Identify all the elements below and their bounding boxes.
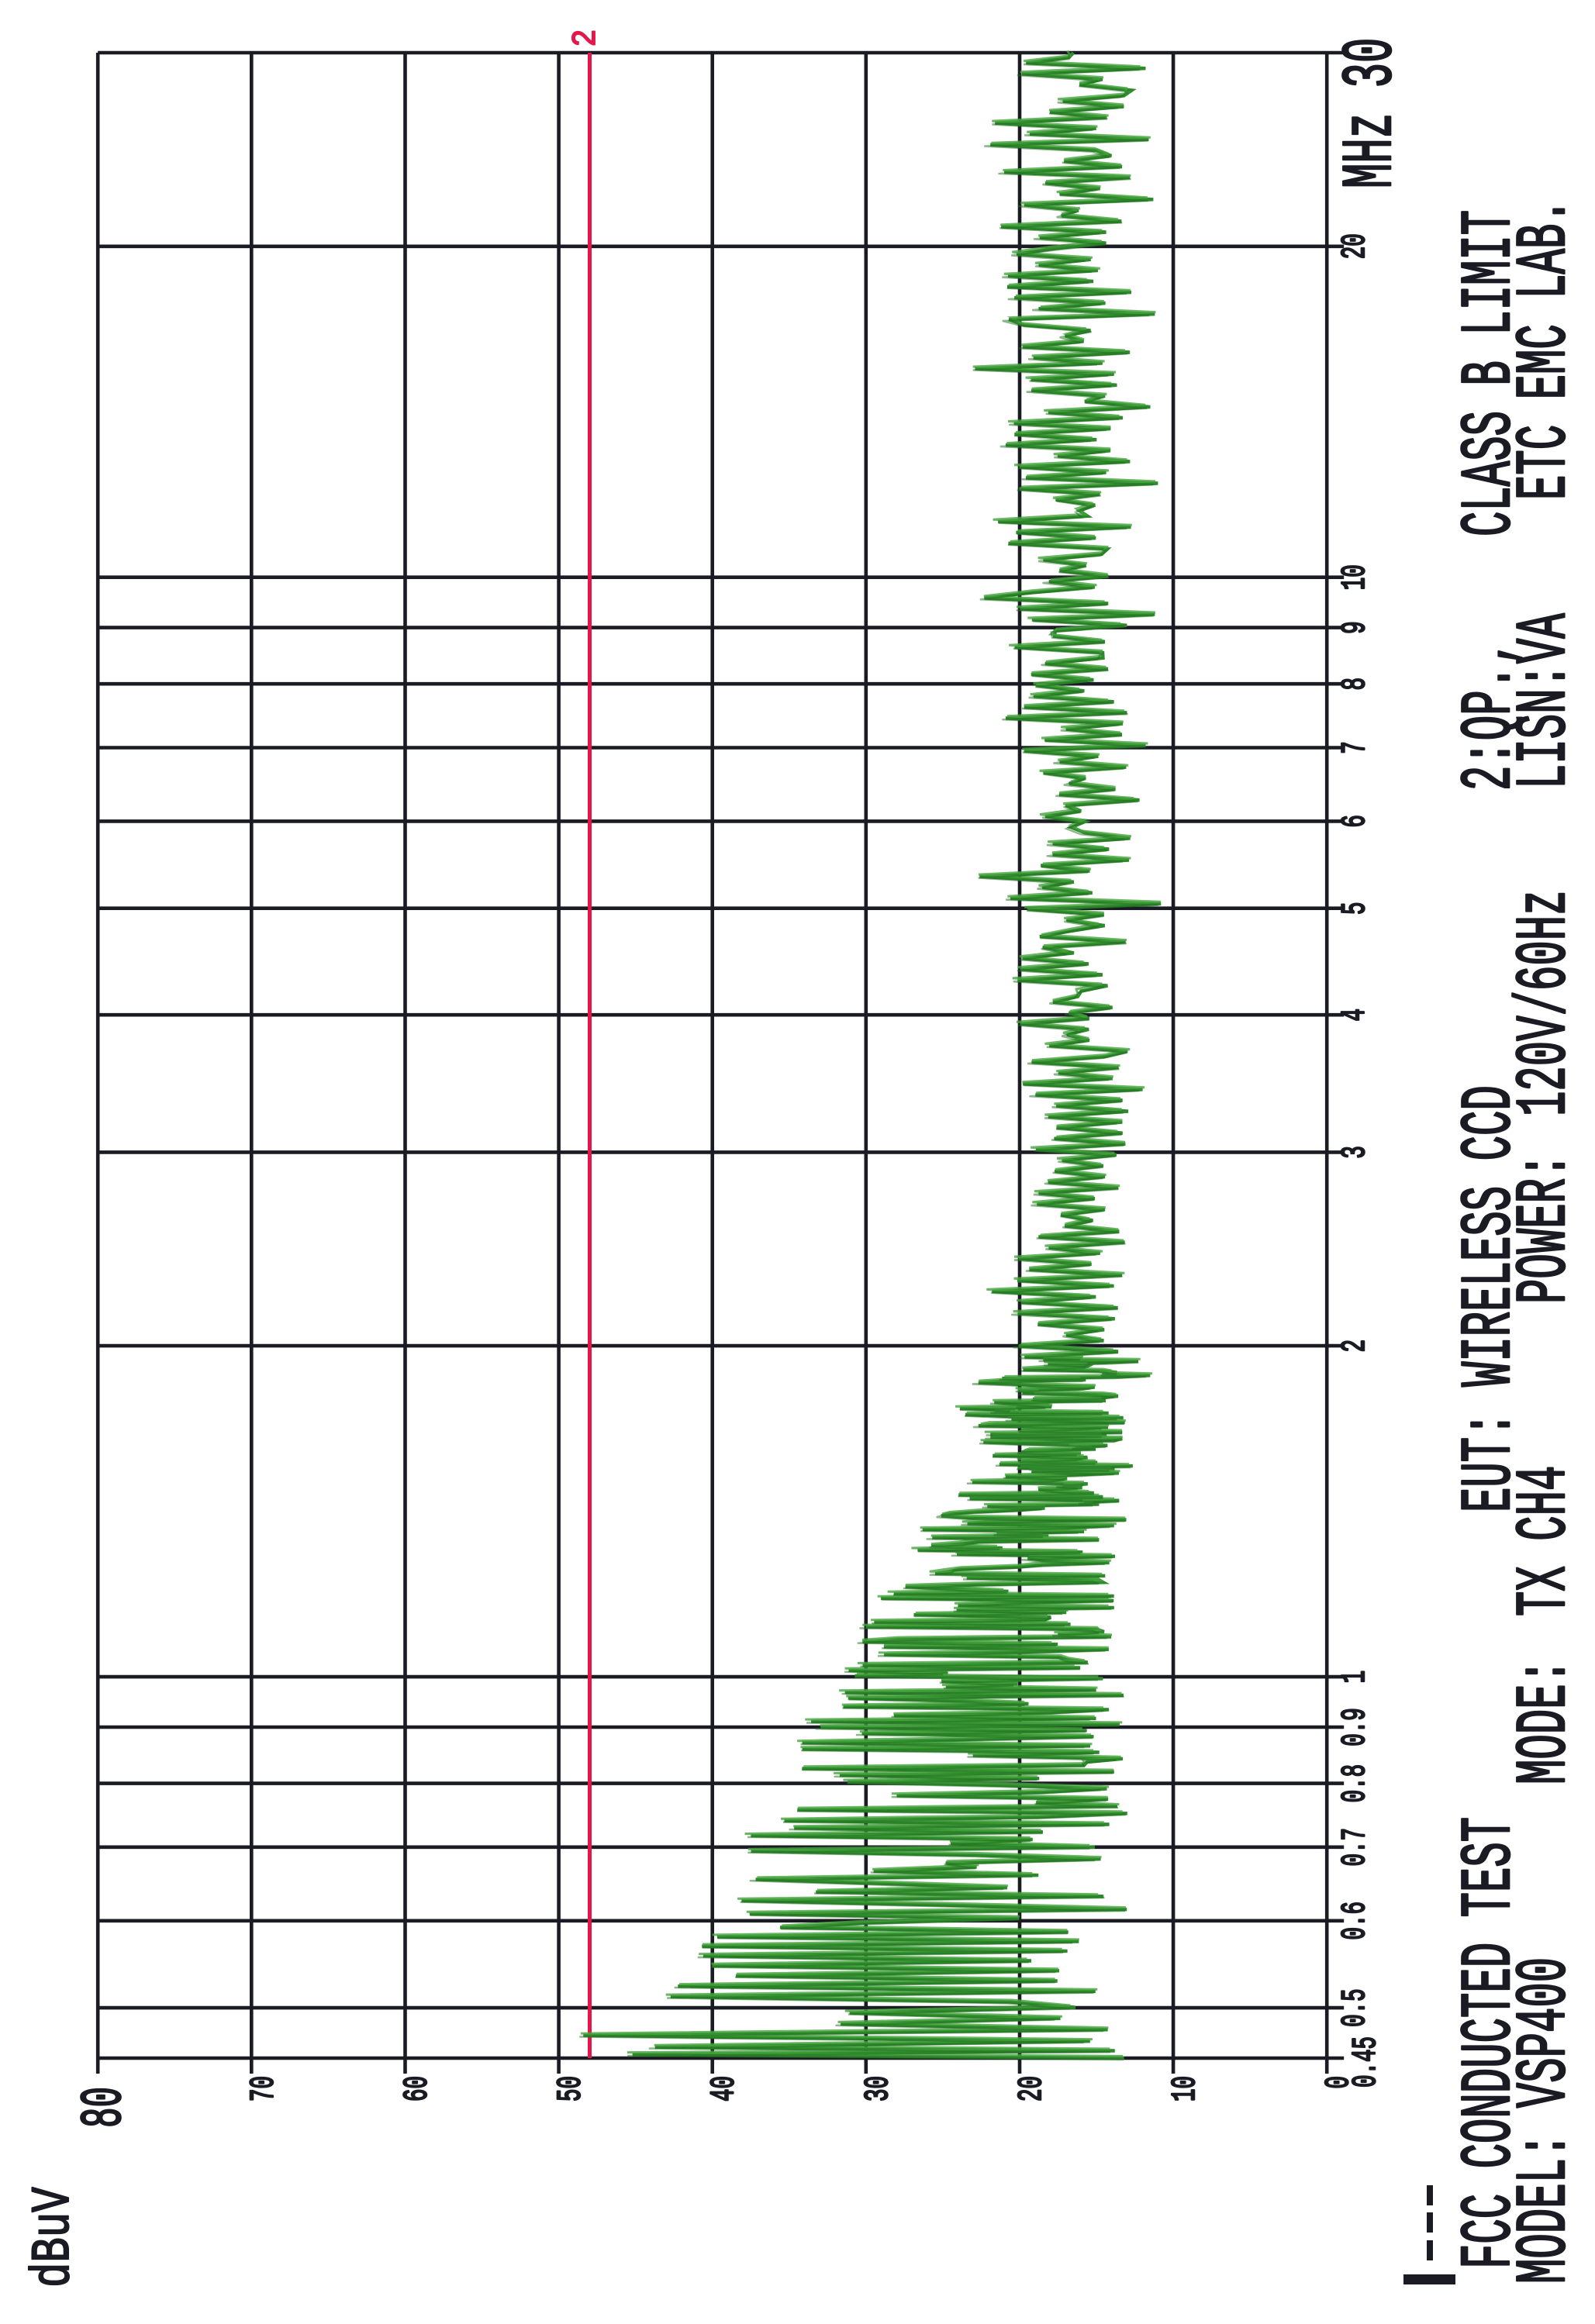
svg-text:0.6: 0.6 [1336,1902,1375,1940]
svg-text:EUT: WIRELESS CCD: EUT: WIRELESS CCD [1449,1085,1531,1512]
svg-text:MODEL: VSP400: MODEL: VSP400 [1504,1957,1586,2284]
svg-text:2: 2 [568,29,606,47]
svg-text:3: 3 [1336,1146,1375,1159]
svg-text:0.5: 0.5 [1336,1988,1375,2026]
svg-text:0.7: 0.7 [1336,1828,1375,1866]
svg-text:50: 50 [552,2076,591,2102]
svg-text:10: 10 [1336,564,1375,590]
svg-text:5: 5 [1336,902,1375,915]
svg-text:0: 0 [1320,2076,1359,2089]
svg-text:6: 6 [1336,815,1375,828]
svg-text:CLASS B LIMIT: CLASS B LIMIT [1449,210,1531,536]
svg-text:4: 4 [1336,1009,1375,1022]
svg-text:2:QP.,: 2:QP., [1449,640,1531,791]
svg-text:ETC EMC LAB.: ETC EMC LAB. [1504,198,1586,500]
svg-text:8: 8 [1336,678,1375,691]
svg-text:9: 9 [1336,621,1375,634]
svg-text:70: 70 [244,2076,283,2102]
svg-text:FCC CONDUCTED TEST: FCC CONDUCTED TEST [1449,1817,1531,2269]
svg-text:60: 60 [399,2076,437,2102]
svg-text:LISN:VA: LISN:VA [1504,613,1586,789]
svg-text:30: 30 [859,2076,898,2102]
svg-text:MHz 30: MHz 30 [1331,38,1412,188]
svg-text:7: 7 [1336,741,1375,754]
svg-text:1: 1 [1336,1671,1375,1684]
svg-text:20: 20 [1336,233,1375,259]
svg-text:40: 40 [706,2076,744,2102]
svg-text:2: 2 [1336,1340,1375,1353]
svg-text:TX CH4: TX CH4 [1504,1466,1586,1616]
svg-text:0.9: 0.9 [1336,1708,1375,1746]
svg-text:80: 80 [73,2087,138,2128]
svg-text:0.45: 0.45 [1347,2036,1386,2088]
svg-text:MODE:: MODE: [1504,1659,1586,1784]
svg-text:20: 20 [1013,2076,1051,2102]
svg-text:dBuV: dBuV [23,2187,85,2288]
svg-text:0.8: 0.8 [1336,1764,1375,1802]
svg-text:120V/60Hz: 120V/60Hz [1504,890,1586,1116]
svg-text:POWER:: POWER: [1504,1153,1586,1304]
svg-text:10: 10 [1166,2076,1205,2102]
